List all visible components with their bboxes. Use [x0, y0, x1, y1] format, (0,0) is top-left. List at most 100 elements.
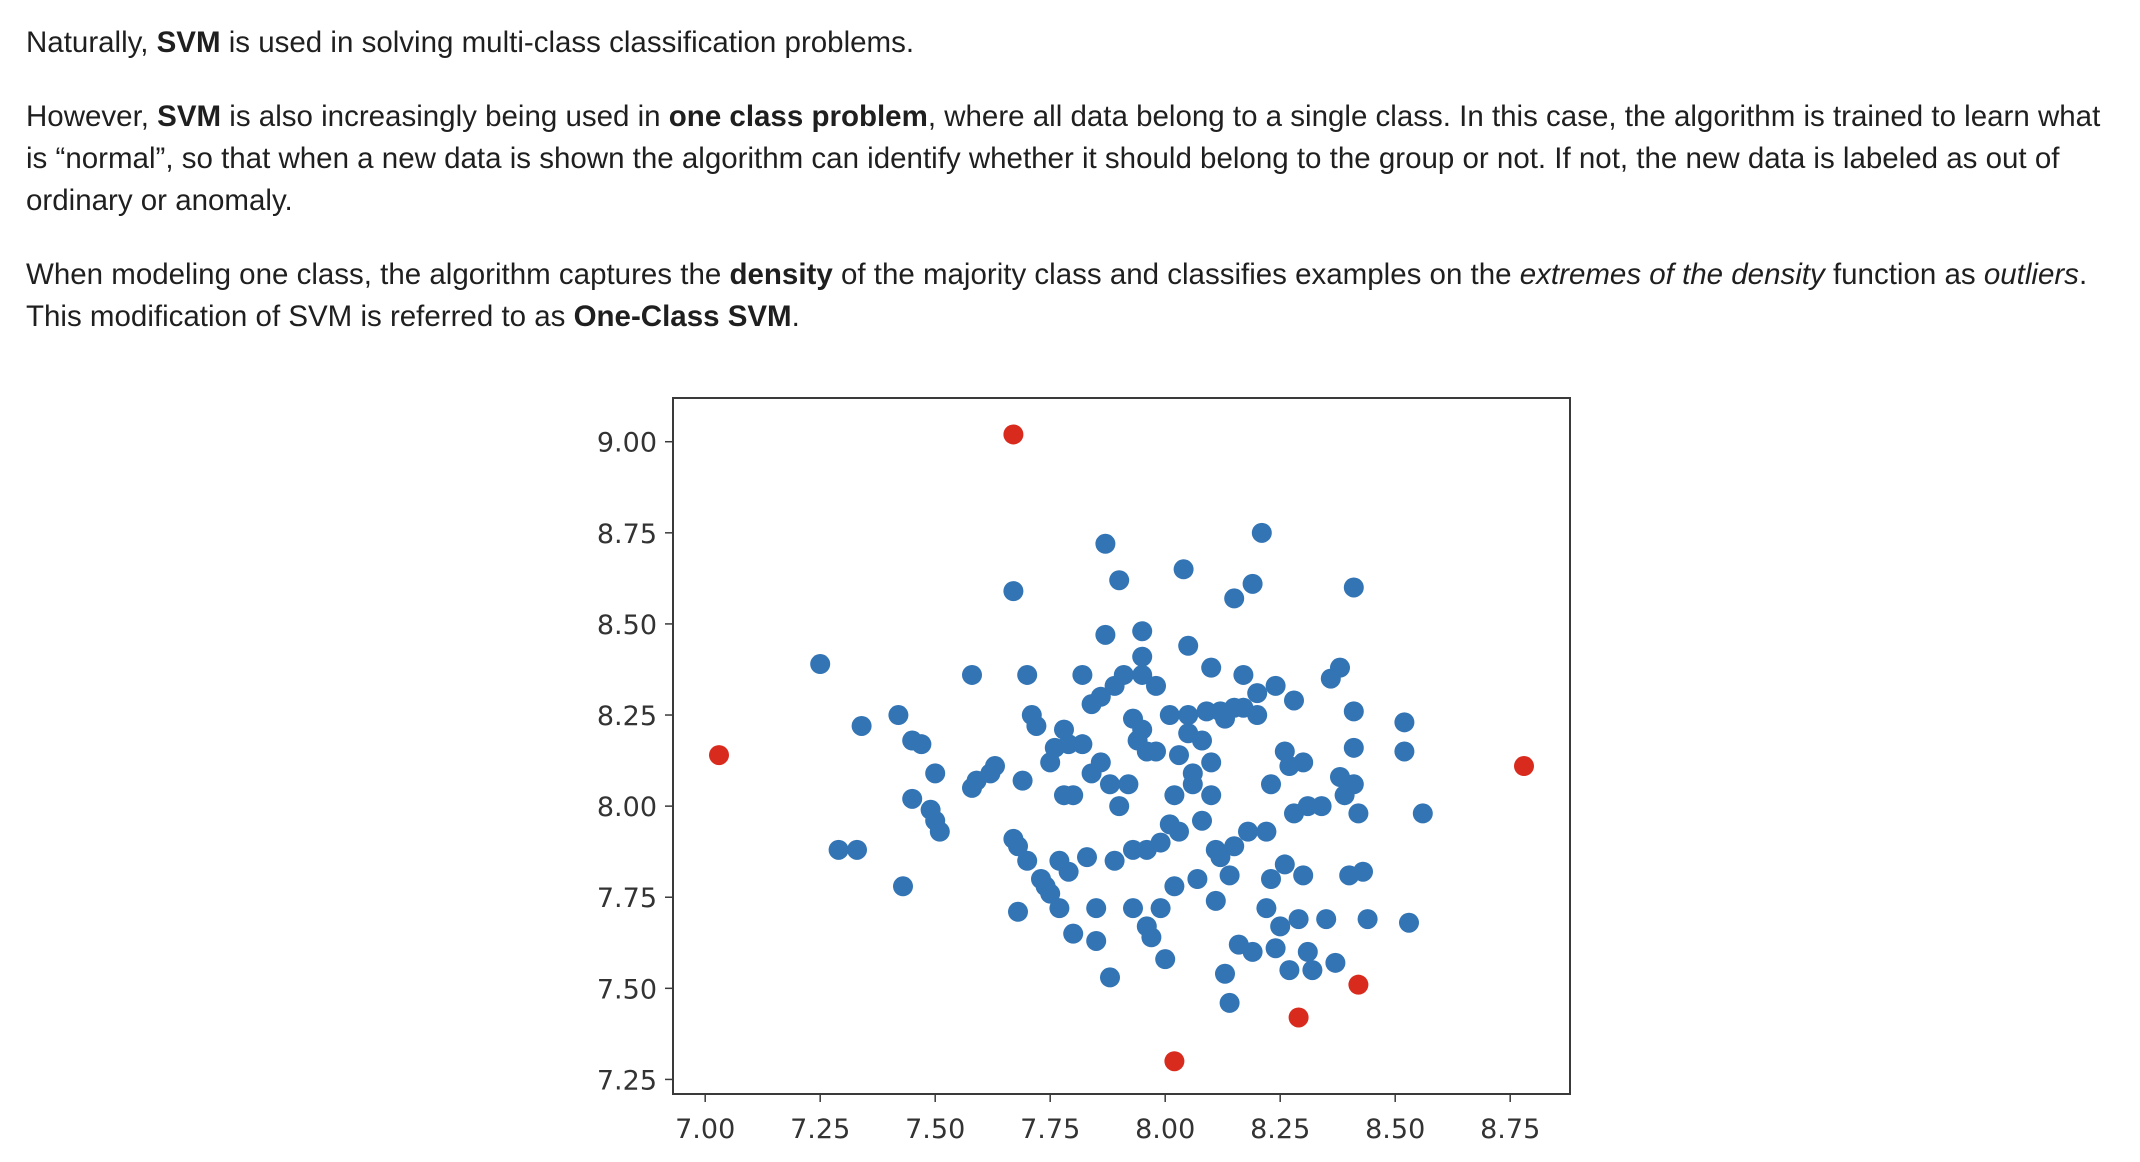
inlier-point: [893, 876, 913, 897]
inlier-point: [1219, 865, 1240, 886]
bold-term: density: [729, 258, 833, 291]
y-tick-label: 8.25: [597, 701, 657, 732]
inlier-point: [1297, 941, 1318, 962]
inlier-point: [1123, 839, 1143, 860]
inlier-point: [1012, 770, 1033, 791]
inlier-point: [929, 821, 950, 842]
inlier-point: [1219, 992, 1240, 1013]
inlier-point: [1224, 588, 1245, 609]
inlier-point: [1086, 898, 1107, 919]
inlier-point: [1008, 901, 1028, 922]
x-tick-label: 8.50: [1365, 1114, 1425, 1145]
inlier-point: [1063, 785, 1084, 806]
inlier-point: [1270, 916, 1291, 937]
inlier-point: [1182, 774, 1203, 795]
inlier-point: [1100, 967, 1120, 988]
inlier-point: [1104, 850, 1125, 871]
outlier-point: [1514, 756, 1534, 777]
inlier-point: [1109, 796, 1130, 817]
inlier-point: [1265, 938, 1286, 959]
inlier-point: [1169, 821, 1189, 842]
x-tick-label: 8.00: [1135, 1114, 1195, 1145]
text: .: [791, 300, 800, 333]
x-tick-label: 7.50: [905, 1114, 965, 1145]
inlier-point: [1008, 836, 1028, 857]
bold-term: One-Class SVM: [573, 300, 792, 333]
inlier-point: [1072, 664, 1093, 685]
inlier-point: [851, 715, 872, 736]
inlier-point: [1233, 664, 1254, 685]
inlier-point: [985, 756, 1005, 777]
inlier-point: [1058, 861, 1079, 882]
inlier-point: [1325, 952, 1346, 973]
plot-frame: [672, 397, 1571, 1095]
inlier-point: [1187, 869, 1208, 890]
inlier-point: [1118, 774, 1139, 795]
inlier-point: [1353, 861, 1373, 882]
text: Naturally,: [26, 26, 157, 59]
inlier-point: [1256, 821, 1277, 842]
inlier-point: [1192, 810, 1212, 831]
inlier-point: [1155, 949, 1176, 970]
y-tick-label: 9.00: [597, 428, 657, 459]
inlier-point: [1394, 741, 1415, 762]
y-tick-label: 7.75: [597, 883, 657, 914]
italic-term: outliers: [1983, 258, 2079, 291]
inlier-point: [925, 763, 946, 784]
inlier-point: [1279, 960, 1300, 981]
inlier-point: [1077, 847, 1097, 868]
inlier-point: [1316, 909, 1337, 930]
inlier-point: [1247, 683, 1268, 704]
italic-term: extremes of the density: [1519, 258, 1825, 291]
inlier-point: [1293, 752, 1314, 773]
outlier-point: [1348, 974, 1369, 995]
inlier-point: [1247, 705, 1268, 726]
inlier-point: [1201, 785, 1222, 806]
y-tick-label: 8.50: [597, 610, 657, 641]
inlier-point: [1040, 883, 1061, 904]
inlier-point: [902, 788, 923, 809]
inlier-point: [1159, 705, 1180, 726]
outlier-point: [1003, 424, 1024, 445]
inlier-point: [1201, 657, 1222, 678]
paragraph-3: When modeling one class, the algorithm c…: [26, 254, 2116, 338]
x-tick-label: 8.25: [1250, 1114, 1310, 1145]
inlier-point: [1100, 774, 1120, 795]
inlier-point: [1146, 741, 1166, 762]
inlier-point: [1284, 690, 1304, 711]
x-tick-label: 7.75: [1020, 1114, 1080, 1145]
y-tick-label: 8.00: [597, 792, 657, 823]
inlier-point: [1284, 803, 1304, 824]
inlier-point: [962, 664, 982, 685]
x-tick-label: 7.00: [675, 1114, 735, 1145]
y-tick-label: 7.25: [597, 1065, 657, 1096]
x-tick-label: 8.75: [1480, 1114, 1540, 1145]
text: When modeling one class, the algorithm c…: [26, 258, 730, 291]
inlier-point: [1311, 796, 1332, 817]
inlier-point: [1205, 890, 1226, 911]
inlier-point: [1399, 912, 1419, 933]
y-tick-label: 8.75: [597, 519, 657, 550]
inlier-point: [1123, 708, 1143, 729]
scatter-chart: 7.00 7.25 7.50 7.75 8.00 8.25 8.50 8.75 9.00 8.75…: [597, 397, 1571, 1145]
inlier-point: [1330, 657, 1350, 678]
inlier-point: [1302, 960, 1323, 981]
outlier-point: [1164, 1051, 1185, 1072]
inlier-point: [1132, 646, 1153, 667]
text: function as: [1824, 258, 1984, 291]
inlier-point: [810, 654, 831, 675]
inlier-point: [1058, 734, 1079, 755]
inlier-point: [1141, 927, 1162, 948]
inlier-point: [1017, 664, 1038, 685]
inlier-point: [1132, 621, 1153, 642]
text: . This modification of SVM is referred t…: [26, 258, 2088, 333]
inlier-point: [1251, 522, 1272, 543]
inlier-point: [1150, 898, 1171, 919]
inlier-point: [1123, 898, 1143, 919]
inlier-point: [1017, 850, 1038, 871]
inlier-point: [1261, 869, 1281, 890]
inlier-point: [1178, 635, 1199, 656]
inlier-point: [1343, 701, 1364, 722]
inlier-point: [1288, 909, 1309, 930]
article-body: Naturally, SVM is used in solving multi-…: [26, 22, 2116, 370]
